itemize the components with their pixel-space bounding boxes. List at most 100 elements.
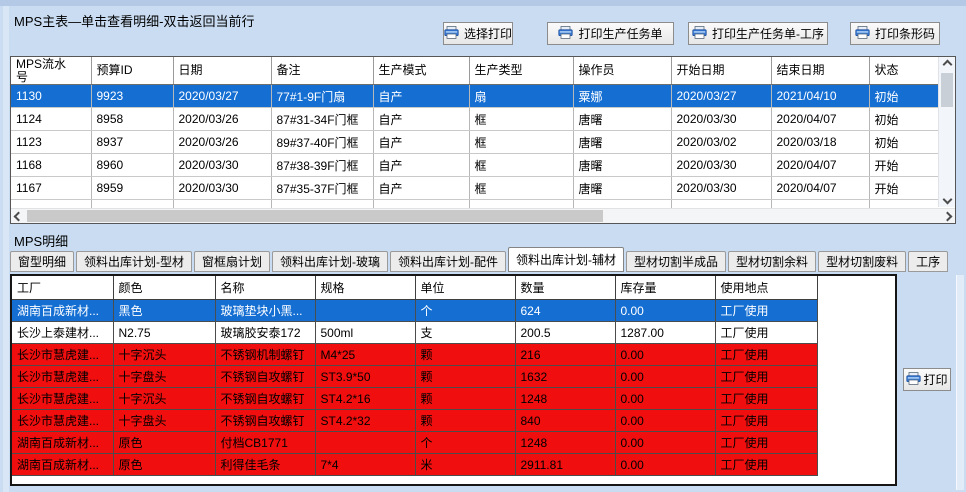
table-cell: 框	[469, 176, 574, 200]
table-cell: 2020/03/30	[671, 176, 772, 200]
detail-right-scrollbar[interactable]	[956, 275, 964, 490]
column-header[interactable]: 库存量	[615, 276, 716, 300]
detail-tab-bar: 窗型明细 领料出库计划-型材 窗框扇计划 领料出库计划-玻璃 领料出库计划-配件…	[10, 247, 950, 272]
table-row[interactable]: 长沙市慧虎建... 十字盘头 不锈钢自攻螺钉 ST4.2*32 颗 840 0.00 工厂使用	[12, 409, 818, 432]
table-row[interactable]: 1168 8960 2020/03/30 87#38-39F门框 自产框唐曙 2020/0…	[11, 153, 938, 177]
table-cell: 87#38-39F门框	[271, 153, 374, 177]
scroll-down-arrow[interactable]	[939, 192, 955, 207]
table-row[interactable]: 1124 8958 2020/03/26 87#31-34F门框 自产框唐曙 2020/0…	[11, 107, 938, 131]
table-cell: 不锈钢自攻螺钉	[215, 387, 316, 410]
table-cell: 工厂使用	[715, 321, 818, 344]
printer-icon	[692, 25, 707, 39]
column-header[interactable]: 备注	[271, 57, 374, 85]
table-cell: M4*25	[315, 343, 416, 366]
table-cell: 长沙市慧虎建...	[12, 365, 114, 388]
table-cell: 7*4	[315, 453, 416, 476]
table-cell: 不锈钢自攻螺钉	[215, 365, 316, 388]
column-header[interactable]: 工厂	[12, 276, 114, 300]
tab-profile-cut-waste[interactable]: 型材切割废料	[818, 251, 907, 272]
column-header[interactable]: 名称	[215, 276, 316, 300]
column-header[interactable]: 开始日期	[671, 57, 772, 85]
column-header[interactable]: 生产类型	[469, 57, 574, 85]
column-header[interactable]: 使用地点	[715, 276, 818, 300]
print-barcode-button[interactable]: 打印条形码	[850, 22, 940, 45]
table-row[interactable]: 长沙市慧虎建... 十字盘头 不锈钢自攻螺钉 ST3.9*50 颗 1632 0.00 工厂使…	[12, 365, 818, 388]
tab-process[interactable]: 工序	[908, 251, 949, 272]
scroll-thumb[interactable]	[941, 73, 953, 107]
table-cell: 利得佳毛条	[215, 453, 316, 476]
table-cell: 自产	[373, 153, 470, 177]
tab-profile-cut-remnant[interactable]: 型材切割余料	[728, 251, 817, 272]
table-row[interactable]: 湖南百成新材... 原色 付档CB1771 个 1248 0.00 工厂使用	[12, 431, 818, 454]
table-cell: 8960	[91, 153, 174, 177]
column-header[interactable]: 结束日期	[771, 57, 870, 85]
table-row[interactable]: 1167 8959 2020/03/30 87#35-37F门框 自产框唐曙 2020/0…	[11, 176, 938, 200]
column-header[interactable]: 状态	[869, 57, 938, 85]
column-header[interactable]: MPS流水 号	[11, 57, 92, 85]
column-header[interactable]: 日期	[173, 57, 272, 85]
table-cell: 2020/04/07	[771, 107, 870, 131]
table-cell: 不锈钢自攻螺钉	[215, 409, 316, 432]
master-vertical-scrollbar[interactable]	[938, 57, 955, 207]
table-cell: 工厂使用	[715, 409, 818, 432]
table-cell: 初始	[869, 107, 938, 131]
table-row[interactable]: 湖南百成新材... 原色 利得佳毛条 7*4 米 2911.81 0.00 工厂使用	[12, 453, 818, 476]
column-header[interactable]: 操作员	[573, 57, 672, 85]
chevron-up-icon	[942, 59, 952, 70]
table-cell: 开始	[869, 153, 938, 177]
table-row[interactable]: 湖南百成新材... 黑色 玻璃垫块小黑... 个 624 0.00 工厂使用	[12, 299, 818, 322]
table-cell: 8959	[91, 176, 174, 200]
printer-icon	[906, 371, 922, 385]
table-cell: 500ml	[315, 321, 416, 344]
print-production-task-process-button[interactable]: 打印生产任务单-工序	[688, 22, 828, 45]
table-cell: 工厂使用	[715, 453, 818, 476]
table-cell: 2911.81	[515, 453, 616, 476]
scroll-thumb[interactable]	[27, 210, 603, 222]
button-label: 打印生产任务单	[578, 27, 663, 41]
table-cell: 77#1-9F门扇	[271, 84, 374, 108]
table-cell: 1632	[515, 365, 616, 388]
table-cell: 长沙市慧虎建...	[12, 387, 114, 410]
column-header[interactable]: 预算ID	[91, 57, 174, 85]
table-cell: 不锈钢机制螺钉	[215, 343, 316, 366]
print-production-task-button[interactable]: 打印生产任务单	[547, 22, 674, 45]
table-cell: ST3.9*50	[315, 365, 416, 388]
tab-material-plan-glass[interactable]: 领料出库计划-玻璃	[272, 251, 389, 272]
table-cell: 2020/03/27	[671, 84, 772, 108]
table-cell: 颗	[415, 343, 516, 366]
button-label: 打印	[923, 373, 948, 387]
table-cell: 216	[515, 343, 616, 366]
table-row[interactable]: 1130 9923 2020/03/27 77#1-9F门扇 自产扇粟娜 2020/03/…	[11, 84, 938, 108]
table-cell: 颗	[415, 365, 516, 388]
scroll-right-arrow[interactable]	[940, 209, 955, 223]
select-print-button[interactable]: 选择打印	[443, 22, 513, 45]
column-header[interactable]: 生产模式	[373, 57, 470, 85]
table-cell: 付档CB1771	[215, 431, 316, 454]
tab-window-detail[interactable]: 窗型明细	[10, 251, 75, 272]
scroll-up-arrow[interactable]	[939, 57, 955, 72]
table-cell: 1167	[11, 176, 92, 200]
column-header[interactable]: 规格	[315, 276, 416, 300]
tab-material-plan-accessory[interactable]: 领料出库计划-配件	[390, 251, 507, 272]
table-cell: 十字沉头	[113, 343, 216, 366]
table-cell: 唐曙	[573, 176, 672, 200]
table-cell: 87#31-34F门框	[271, 107, 374, 131]
table-cell: 扇	[469, 84, 574, 108]
table-row[interactable]: 1123 8937 2020/03/26 89#37-40F门框 自产框唐曙 2020/0…	[11, 130, 938, 154]
scroll-left-arrow[interactable]	[11, 209, 26, 223]
table-cell: 0.00	[615, 299, 716, 322]
column-header[interactable]: 单位	[415, 276, 516, 300]
tab-material-plan-auxiliary[interactable]: 领料出库计划-辅材	[508, 247, 625, 272]
tab-profile-cut-semifinished[interactable]: 型材切割半成品	[626, 251, 727, 272]
master-horizontal-scrollbar[interactable]	[11, 208, 955, 223]
tab-frame-sash-plan[interactable]: 窗框扇计划	[194, 251, 271, 272]
table-row[interactable]: 长沙市慧虎建... 十字沉头 不锈钢自攻螺钉 ST4.2*16 颗 1248 0.00 工厂使…	[12, 387, 818, 410]
table-row[interactable]: 长沙上泰建材... N2.75 玻璃胶安泰172 500ml 支 200.5 1287.00…	[12, 321, 818, 344]
table-row[interactable]: 长沙市慧虎建... 十字沉头 不锈钢机制螺钉 M4*25 颗 216 0.00 工厂使用	[12, 343, 818, 366]
column-header[interactable]: 颜色	[113, 276, 216, 300]
tab-material-plan-profile[interactable]: 领料出库计划-型材	[76, 251, 193, 272]
print-button[interactable]: 打印	[903, 368, 951, 391]
table-cell: 0.00	[615, 409, 716, 432]
column-header[interactable]: 数量	[515, 276, 616, 300]
printer-icon	[558, 25, 574, 39]
